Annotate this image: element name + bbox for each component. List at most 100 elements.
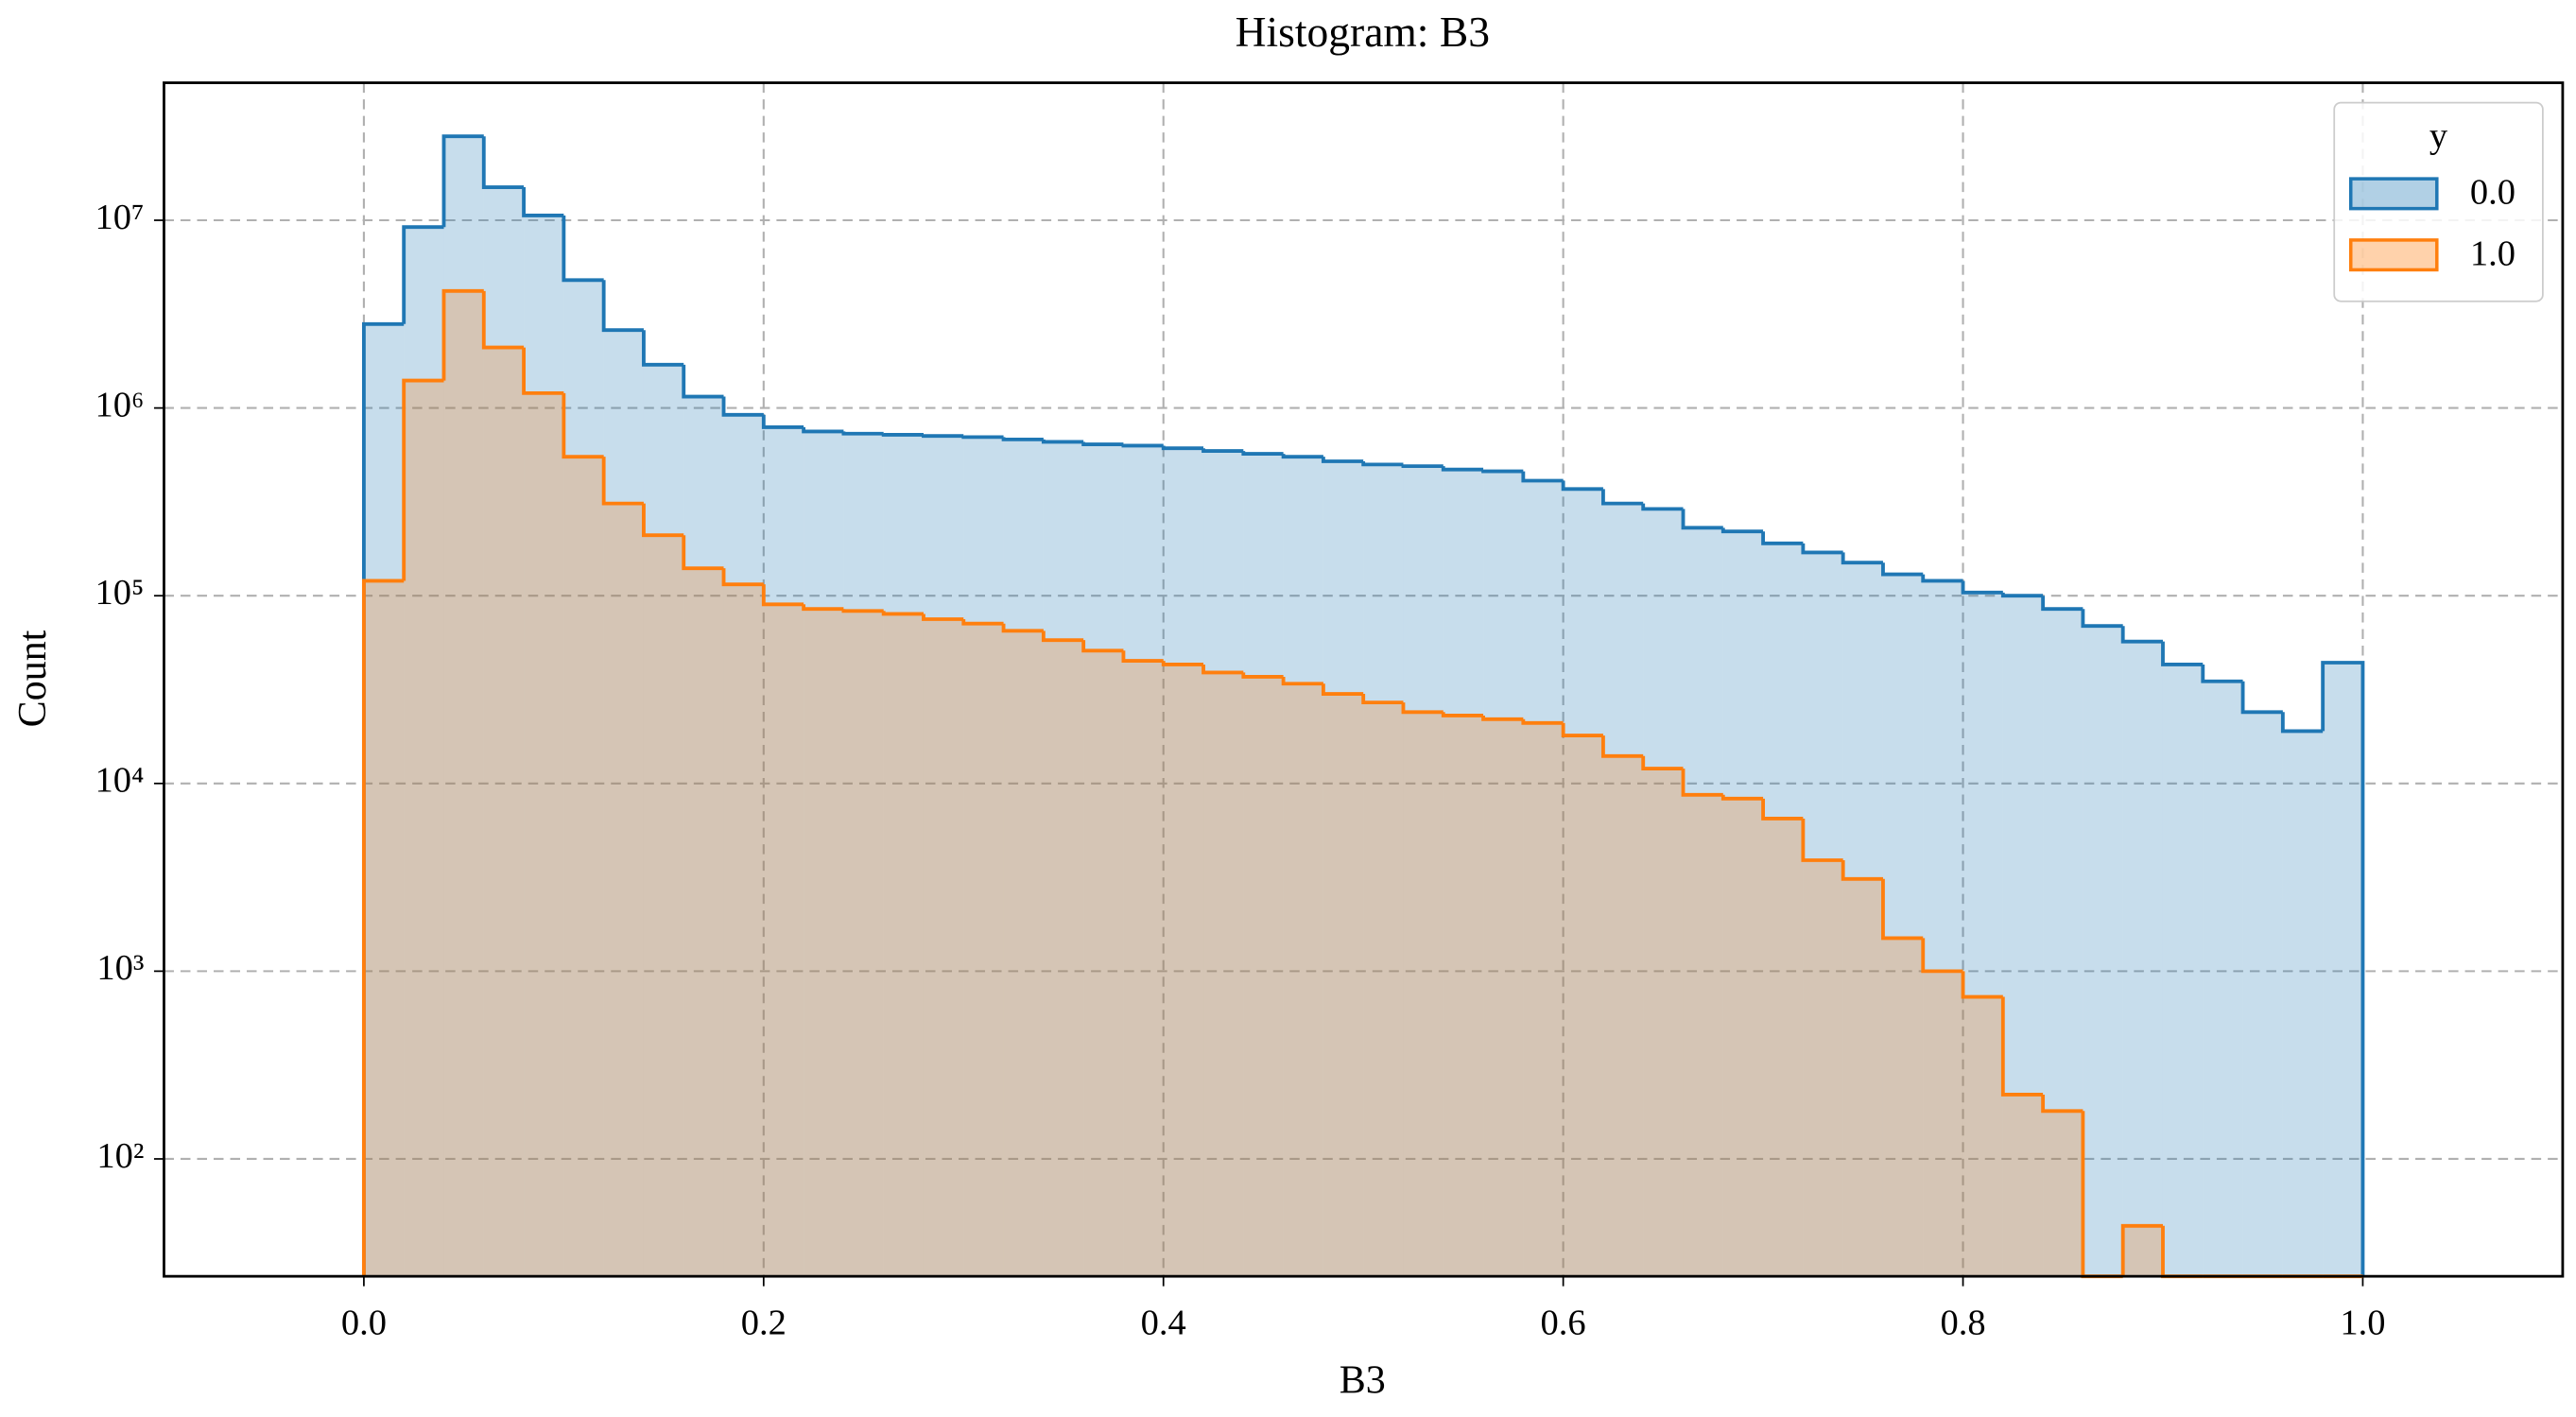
histogram-bar — [1683, 527, 1723, 1277]
histogram-step — [1361, 461, 1404, 467]
histogram-bar — [563, 280, 604, 1277]
histogram-step — [1681, 769, 1723, 797]
histogram-step — [1600, 489, 1644, 506]
x-tick-label: 0.0 — [341, 1304, 387, 1343]
histogram-step — [1961, 580, 2003, 595]
histogram-step — [2240, 681, 2283, 715]
histogram-step — [961, 435, 1004, 440]
histogram-step — [2201, 664, 2243, 683]
histogram-step — [1321, 457, 1364, 463]
histogram-bar — [603, 503, 644, 1277]
legend-swatch — [2348, 238, 2439, 272]
histogram-bar — [1083, 444, 1124, 1277]
histogram-step — [441, 288, 484, 381]
histogram-bar — [1923, 971, 1963, 1277]
histogram-bar — [963, 437, 1004, 1277]
histogram-step — [2081, 609, 2123, 629]
histogram-step — [1481, 469, 1524, 474]
histogram-step — [601, 457, 644, 506]
histogram-bar — [443, 290, 484, 1277]
histogram-step — [1001, 437, 1044, 441]
histogram-bar — [483, 187, 525, 1277]
histogram-bar — [763, 604, 804, 1277]
histogram-step — [441, 134, 484, 228]
histogram-bar — [1363, 702, 1404, 1277]
histogram-step — [1921, 938, 1963, 974]
histogram-step — [841, 431, 884, 436]
histogram-step — [682, 535, 724, 571]
histogram-step — [642, 503, 684, 538]
histogram-step — [1600, 735, 1644, 758]
histogram-step — [1961, 971, 2003, 999]
histogram-bar — [2323, 663, 2363, 1277]
histogram-step — [1161, 661, 1204, 666]
histogram-step — [481, 136, 525, 189]
histogram-bar — [1203, 672, 1244, 1277]
histogram-bar — [2162, 664, 2204, 1277]
histogram-bar — [1003, 631, 1044, 1277]
histogram-bar — [1842, 878, 1883, 1277]
histogram-step — [841, 609, 884, 613]
histogram-step — [2280, 712, 2324, 734]
histogram-step — [1081, 640, 1124, 653]
histogram-bar — [1403, 466, 1444, 1277]
histogram-step — [1281, 454, 1323, 459]
histogram-step — [1041, 631, 1084, 643]
histogram-step — [1881, 878, 1924, 941]
y-tick-label: 10² — [96, 1136, 144, 1176]
histogram-step — [1720, 527, 1764, 534]
histogram-bar — [1403, 712, 1444, 1277]
histogram-step — [802, 426, 844, 434]
histogram-step — [1801, 543, 1843, 555]
histogram-bar — [1683, 794, 1723, 1277]
histogram-bar — [2002, 1094, 2044, 1277]
histogram-series — [361, 288, 2363, 1279]
histogram-bar — [1043, 640, 1084, 1277]
histogram-bar — [1003, 439, 1044, 1277]
histogram-bar — [1323, 694, 1364, 1277]
histogram-step — [761, 414, 804, 429]
histogram-bar — [683, 396, 724, 1277]
histogram-bar — [883, 434, 924, 1277]
histogram-step — [1041, 439, 1084, 444]
histogram-step — [1521, 718, 1564, 725]
histogram-bar — [2242, 712, 2283, 1277]
histogram-bar — [1323, 461, 1364, 1277]
histogram-bar — [1123, 661, 1164, 1277]
histogram-step — [1841, 860, 1883, 881]
histogram-step — [1321, 683, 1364, 696]
histogram-bar — [2043, 1111, 2083, 1277]
histogram-step — [1441, 466, 1484, 472]
histogram-step — [1241, 672, 1284, 679]
histogram-bar — [563, 457, 604, 1277]
histogram-bar — [1563, 735, 1603, 1277]
histogram-bar — [843, 611, 884, 1277]
histogram-bar — [2002, 596, 2044, 1277]
histogram-step — [1881, 562, 1924, 577]
y-tick-label: 10⁵ — [95, 573, 144, 613]
histogram-step — [1202, 448, 1244, 454]
histogram-step — [522, 187, 564, 217]
histogram-bar — [1962, 996, 2003, 1277]
histogram-bar — [1563, 489, 1603, 1277]
x-tick-label: 0.2 — [741, 1304, 787, 1343]
histogram-bar — [1882, 938, 1924, 1277]
histogram-step — [402, 225, 444, 324]
histogram-bar — [1363, 464, 1404, 1277]
chart-title: Histogram: B3 — [1236, 8, 1490, 56]
histogram-step — [2120, 626, 2163, 644]
legend-label: 0.0 — [2470, 172, 2515, 212]
histogram-bar — [923, 619, 964, 1277]
x-tick-label: 1.0 — [2340, 1304, 2385, 1343]
histogram-bar — [483, 347, 525, 1277]
histogram-bar — [1443, 715, 1484, 1277]
histogram-step — [1761, 531, 1804, 545]
histogram-step — [961, 619, 1004, 626]
histogram-step — [1361, 694, 1404, 705]
histogram-bar — [643, 364, 684, 1277]
histogram-step — [802, 604, 844, 612]
histogram-bar — [1203, 451, 1244, 1277]
histogram-step — [1001, 623, 1044, 633]
